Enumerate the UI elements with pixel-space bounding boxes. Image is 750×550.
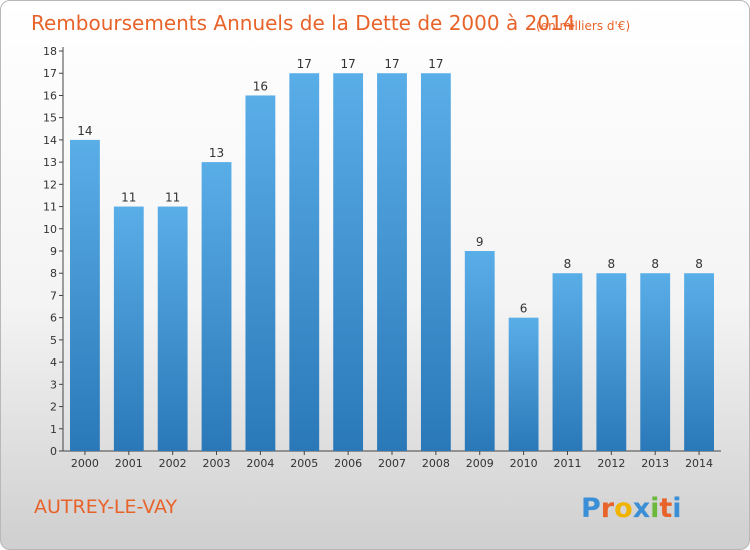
bar <box>508 317 539 451</box>
logo-letter: i <box>672 493 681 524</box>
bar-value-label: 14 <box>77 124 92 138</box>
bar-value-label: 11 <box>165 191 180 205</box>
logo-letter: P <box>581 493 601 524</box>
bar <box>245 95 276 451</box>
logo-letter: r <box>601 493 615 524</box>
y-tick-label: 16 <box>43 89 57 102</box>
bar-value-label: 11 <box>121 191 136 205</box>
bar-value-label: 17 <box>297 57 312 71</box>
x-tick-label: 2005 <box>290 457 318 470</box>
x-tick-label: 2012 <box>597 457 625 470</box>
bar <box>333 73 364 451</box>
bar-value-label: 17 <box>384 57 399 71</box>
bar-value-label: 8 <box>695 257 703 271</box>
x-tick-label: 2003 <box>203 457 231 470</box>
y-tick-label: 1 <box>50 423 57 436</box>
bar-value-label: 8 <box>651 257 659 271</box>
bar <box>552 273 583 451</box>
x-tick-label: 2001 <box>115 457 143 470</box>
bar <box>684 273 714 451</box>
bar <box>596 273 627 451</box>
bar-value-label: 6 <box>520 302 528 316</box>
x-tick-label: 2002 <box>159 457 187 470</box>
x-tick-label: 2011 <box>553 457 581 470</box>
y-tick-label: 17 <box>43 67 57 80</box>
y-tick-label: 11 <box>43 201 57 214</box>
x-tick-label: 2014 <box>685 457 713 470</box>
bar <box>640 273 671 451</box>
y-tick-label: 7 <box>50 289 57 302</box>
bar-value-label: 13 <box>209 146 224 160</box>
y-tick-label: 6 <box>50 312 57 325</box>
y-tick-label: 8 <box>50 267 57 280</box>
y-tick-label: 3 <box>50 378 57 391</box>
y-tick-label: 4 <box>50 356 57 369</box>
y-tick-label: 15 <box>43 112 57 125</box>
bar-value-label: 16 <box>253 79 268 93</box>
y-tick-label: 10 <box>43 223 57 236</box>
chart-unit: (en milliers d'€) <box>536 19 630 33</box>
x-tick-label: 2013 <box>641 457 669 470</box>
bar-value-label: 17 <box>340 57 355 71</box>
bar <box>157 206 188 451</box>
bar <box>113 206 144 451</box>
bar <box>377 73 407 451</box>
proxiti-logo: Proxiti <box>581 493 682 524</box>
logo-letter: i <box>650 493 659 524</box>
x-tick-label: 2008 <box>422 457 450 470</box>
bar <box>201 162 232 451</box>
x-tick-label: 2006 <box>334 457 362 470</box>
y-tick-label: 12 <box>43 178 57 191</box>
x-tick-label: 2009 <box>466 457 494 470</box>
bar <box>420 73 451 451</box>
logo-letter: t <box>659 493 672 524</box>
x-tick-label: 2010 <box>510 457 538 470</box>
y-tick-label: 9 <box>50 245 57 258</box>
y-tick-label: 2 <box>50 401 57 414</box>
commune-name: AUTREY-LE-VAY <box>34 496 178 518</box>
bar <box>464 251 495 451</box>
y-tick-label: 14 <box>43 134 57 147</box>
chart-title: Remboursements Annuels de la Dette de 20… <box>31 11 575 35</box>
y-tick-label: 13 <box>43 156 57 169</box>
y-tick-label: 0 <box>50 445 57 458</box>
bar-value-label: 8 <box>608 257 616 271</box>
x-tick-label: 2004 <box>246 457 274 470</box>
bar-value-label: 8 <box>564 257 572 271</box>
bars: 14 11 11 13 16 17 17 17 17 9 6 8 8 8 8 <box>70 57 714 451</box>
bar-value-label: 9 <box>476 235 484 249</box>
y-tick-label: 18 <box>43 45 57 58</box>
bar-value-label: 17 <box>428 57 443 71</box>
logo-letter: o <box>614 493 633 524</box>
logo-letter: x <box>633 493 650 524</box>
bar <box>289 73 320 451</box>
bar <box>70 139 100 451</box>
x-tick-label: 2007 <box>378 457 406 470</box>
y-tick-label: 5 <box>50 334 57 347</box>
x-tick-label: 2000 <box>71 457 99 470</box>
